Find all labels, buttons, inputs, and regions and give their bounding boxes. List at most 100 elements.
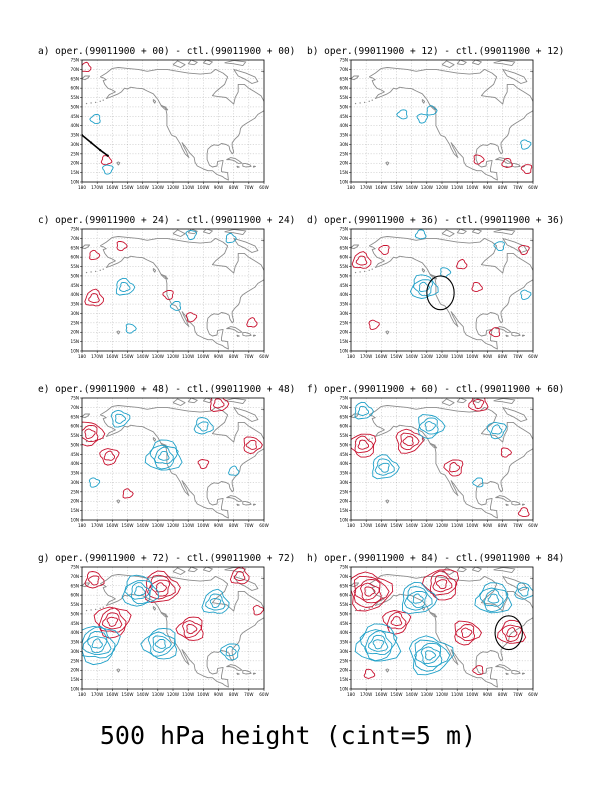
y-tick-label: 25N [340, 489, 348, 494]
map-panel-g: g) oper.(99011900 + 72) - ctl.(99011900 … [38, 553, 295, 697]
positive-contour-5 [122, 488, 134, 499]
y-tick-label: 65N [340, 76, 348, 81]
x-tick-label: 120W [436, 354, 448, 359]
positive-contour-3 [473, 154, 485, 165]
y-tick-label: 15N [71, 170, 79, 175]
gridlines [351, 398, 533, 520]
x-tick-label: 150W [121, 354, 133, 359]
x-tick-label: 70W [513, 354, 522, 359]
x-tick-label: 180 [347, 185, 355, 190]
x-tick-label: 130W [152, 523, 164, 528]
y-tick-label: 70N [71, 67, 79, 72]
negative-contour-2 [89, 114, 101, 125]
y-tick-label: 40N [340, 292, 348, 297]
x-tick-label: 60W [528, 692, 537, 697]
y-tick-label: 50N [340, 442, 348, 447]
positive-contour-6 [472, 665, 484, 676]
y-tick-label: 35N [340, 302, 348, 307]
y-axis: 10N 15N 20N 25N 30N 35N 40N 45N 50N 55N 60N 65N 70N 7… [340, 565, 351, 692]
coastline [82, 398, 264, 519]
x-tick-label: 160W [106, 185, 118, 190]
y-tick-label: 15N [71, 677, 79, 682]
x-tick-label: 120W [167, 523, 179, 528]
negative-contour-6 [520, 139, 532, 150]
x-tick-label: 90W [214, 185, 223, 190]
y-tick-label: 45N [71, 283, 79, 288]
y-tick-label: 75N [71, 58, 79, 63]
y-tick-label: 60N [340, 593, 348, 598]
y-tick-label: 35N [71, 471, 79, 476]
gridlines [82, 229, 264, 351]
coastline [82, 229, 264, 350]
x-tick-label: 130W [421, 354, 433, 359]
positive-contour-5 [520, 164, 533, 175]
y-tick-label: 35N [340, 471, 348, 476]
negative-contour-6 [115, 277, 136, 296]
x-tick-label: 110W [451, 185, 463, 190]
negative-contour-8 [185, 229, 198, 241]
coastline [351, 60, 533, 181]
y-tick-label: 30N [340, 480, 348, 485]
y-tick-label: 50N [71, 273, 79, 278]
negative-contour-11 [520, 289, 532, 300]
x-tick-label: 160W [375, 185, 387, 190]
x-tick-label: 120W [436, 692, 448, 697]
y-tick-label: 65N [71, 583, 79, 588]
panel-title: d) oper.(99011900 + 36) - ctl.(99011900 … [307, 215, 564, 226]
x-tick-label: 180 [347, 523, 355, 528]
x-tick-label: 60W [259, 354, 268, 359]
y-tick-label: 10N [71, 349, 79, 354]
x-tick-label: 130W [421, 185, 433, 190]
x-tick-label: 170W [91, 354, 103, 359]
x-axis: 180 170W 160W 150W 140W 130W 120W 110W 100W 90W 80… [347, 520, 538, 528]
negative-contour-8 [486, 421, 508, 440]
x-tick-label: 160W [375, 354, 387, 359]
y-tick-label: 40N [340, 461, 348, 466]
negative-contour-8 [193, 417, 214, 435]
y-tick-label: 30N [71, 142, 79, 147]
x-tick-label: 150W [390, 692, 402, 697]
y-tick-label: 55N [340, 95, 348, 100]
negative-contour-11 [514, 582, 533, 600]
x-tick-label: 60W [528, 354, 537, 359]
y-tick-label: 20N [340, 161, 348, 166]
x-tick-label: 160W [106, 354, 118, 359]
map-panel-f: f) oper.(99011900 + 60) - ctl.(99011900 … [307, 384, 564, 528]
x-tick-label: 70W [513, 185, 522, 190]
x-tick-label: 140W [137, 692, 149, 697]
y-tick-label: 25N [71, 151, 79, 156]
negative-contour-10 [493, 241, 505, 252]
y-tick-label: 45N [340, 283, 348, 288]
positive-contour-1 [116, 240, 128, 252]
y-axis: 10N 15N 20N 25N 30N 35N 40N 45N 50N 55N 60N 65N 70N 7… [71, 565, 82, 692]
negative-contour-8 [440, 267, 452, 278]
y-tick-label: 50N [71, 104, 79, 109]
x-tick-label: 110W [182, 523, 194, 528]
positive-contour-4 [501, 157, 514, 168]
y-tick-label: 40N [71, 461, 79, 466]
panel-title: g) oper.(99011900 + 72) - ctl.(99011900 … [38, 553, 295, 564]
x-tick-label: 70W [244, 523, 253, 528]
positive-contour-3 [443, 459, 464, 477]
y-tick-label: 70N [340, 405, 348, 410]
y-tick-label: 20N [71, 161, 79, 166]
x-tick-label: 60W [528, 523, 537, 528]
y-tick-label: 35N [71, 302, 79, 307]
x-tick-label: 80W [498, 354, 507, 359]
x-tick-label: 180 [78, 354, 86, 359]
x-tick-label: 140W [406, 523, 418, 528]
y-tick-label: 55N [340, 433, 348, 438]
y-tick-label: 70N [340, 574, 348, 579]
negative-contour-10 [219, 643, 240, 661]
highlight-circle [494, 615, 523, 651]
y-tick-label: 35N [71, 133, 79, 138]
x-tick-label: 90W [483, 523, 492, 528]
y-tick-label: 45N [71, 452, 79, 457]
x-tick-label: 150W [390, 523, 402, 528]
storm-track [82, 133, 109, 157]
panel-title: e) oper.(99011900 + 48) - ctl.(99011900 … [38, 384, 295, 395]
x-tick-label: 60W [259, 692, 268, 697]
gridlines [351, 567, 533, 689]
y-tick-label: 25N [71, 320, 79, 325]
negative-contour-10 [228, 465, 240, 476]
